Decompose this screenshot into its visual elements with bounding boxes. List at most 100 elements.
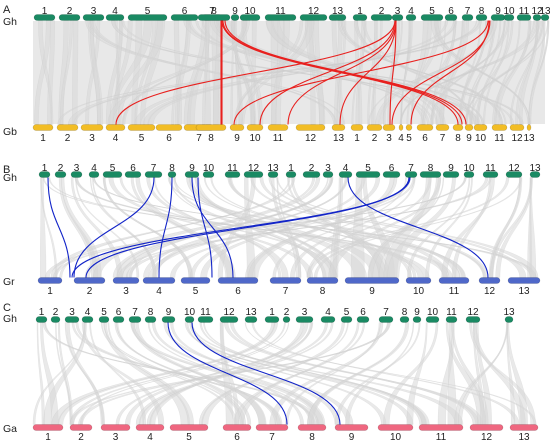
bottom-a-chromosome-label: 3 [89,133,95,144]
highlight-link [73,177,155,278]
synteny-ribbon [117,20,165,125]
top-b-chromosome-label: 1 [42,163,48,174]
top-c-chromosome-label: 3 [302,307,308,318]
top-c-chromosome-bar [81,316,94,323]
top-c-chromosome-label: 8 [402,307,408,318]
bottom-b-chromosome-label: 13 [518,286,530,297]
bottom-b-chromosome-bar [478,277,501,284]
top-a-chromosome-bar [58,14,81,21]
top-c-chromosome-label: 2 [284,307,290,318]
bottom-c-chromosome-label: 7 [269,432,275,443]
bottom-c-chromosome-bar [509,424,539,431]
top-c-chromosome-label: 4 [325,307,331,318]
bottom-a-chromosome-bar [56,124,79,131]
panel-letter-a: A [3,4,11,16]
top-a-chromosome-label: 10 [503,6,515,17]
bottom-a-chromosome-bar [366,124,383,131]
top-a-chromosome-label: 13 [539,6,550,17]
bottom-c-chromosome-label: 5 [186,432,192,443]
synteny-ribbon [406,20,442,125]
top-a-chromosome-label: 12 [531,6,543,17]
highlight-link [389,20,397,125]
top-b-chromosome-bar [70,171,83,178]
bottom-a-chromosome-label: 8 [455,133,461,144]
bottom-b-chromosome-bar [306,277,339,284]
top-c-chromosome-bar [64,316,80,323]
bottom-c-chromosome-label: 4 [147,432,153,443]
bottom-b-chromosome-bar [269,277,302,284]
synteny-ribbon [452,177,492,278]
top-b-chromosome-label: 9 [189,163,195,174]
top-b-chromosome-bar [202,171,215,178]
top-b-chromosome-bar [102,171,123,178]
highlight-link [85,177,410,278]
bottom-c-chromosome-bar [169,424,209,431]
top-a-chromosome-label: 13 [332,6,344,17]
top-c-chromosome-label: 11 [446,307,457,318]
top-c-chromosome-label: 11 [200,307,211,318]
bottom-a-chromosome-bar [398,124,404,131]
bottom-a-chromosome-label: 10 [475,133,487,144]
bottom-c-chromosome-label: 12 [481,432,493,443]
top-b-chromosome-bar [167,171,177,178]
top-b-chromosome-label: 4 [343,163,349,174]
top-c-chromosome-bar [264,316,280,323]
highlight-links-b [47,177,489,278]
top-chromosomes-b: 1 2 3 4 5 6 7 8 9 10 11 12 13 1 2 3 4 5 6 7 8 9 10 11 12 13 [38,163,541,178]
bottom-b-chromosome-label: 5 [193,286,199,297]
synteny-ribbon [170,177,416,278]
bottom-a-chromosome-bar [229,124,245,131]
bottom-c-chromosome-bar [297,424,327,431]
bottom-c-chromosome-label: 8 [309,432,315,443]
top-b-chromosome-bar [404,171,418,178]
top-b-chromosome-label: 4 [91,163,97,174]
top-b-chromosome-label: 7 [151,163,157,174]
top-a-chromosome-bar [264,14,297,21]
top-a-chromosome-label: 7 [209,6,215,17]
top-c-chromosome-label: 2 [53,307,59,318]
top-a-chromosome-bar [239,14,261,21]
top-b-chromosome-label: 12 [248,163,260,174]
bottom-c-chromosome-label: 1 [45,432,51,443]
top-c-chromosome-label: 4 [85,307,91,318]
panel-a: A Gh Gb 1 2 3 4 5 6 78 9 10 11 12 13 1 2 3 4 5 6 7 8 9 10 11 12… [3,4,550,144]
bottom-b-chromosome-label: 11 [449,286,460,297]
bottom-c-chromosome-bar [469,424,504,431]
bottom-a-chromosome-label: 1 [40,133,46,144]
bottom-a-chromosome-bar [473,124,488,131]
top-a-chromosome-label: 8 [211,6,217,17]
top-a-chromosome-label: 3 [395,6,401,17]
synteny-ribbon [153,177,282,278]
top-c-chromosome-label: 6 [360,307,366,318]
top-c-chromosome-bar [197,316,214,323]
top-b-chromosome-label: 11 [227,163,238,174]
top-b-chromosome-bar [338,171,353,178]
bottom-c-chromosome-label: 3 [113,432,119,443]
top-b-chromosome-label: 3 [74,163,80,174]
top-c-chromosome-bar [445,316,458,323]
top-a-chromosome-bar [391,14,404,21]
synteny-ribbon [314,20,324,125]
top-a-chromosome-bar [230,14,240,21]
top-b-chromosome-label: 8 [169,163,175,174]
bottom-b-chromosome-label: 4 [156,286,162,297]
top-b-chromosome-bar [529,171,541,178]
top-chromosomes-c: 1 2 3 4 5 6 7 8 9 10 11 12 13 1 2 3 4 5 6 7 8 9 10 11 12 13 [35,307,515,323]
top-a-chromosome-bar [82,14,105,21]
top-a-chromosome-bar [105,14,125,21]
bottom-b-chromosome-label: 1 [47,286,53,297]
top-b-chromosome-label: 6 [130,163,136,174]
bottom-a-chromosome-label: 7 [196,133,202,144]
top-a-chromosome-bar [127,14,168,21]
top-c-chromosome-bar [128,316,142,323]
top-b-chromosome-bar [419,171,442,178]
bottom-c-chromosome-bar [32,424,64,431]
bottom-a-chromosome-bar [246,124,264,131]
bottom-a-chromosome-bar [509,124,525,131]
bottom-a-chromosome-label: 12 [511,133,523,144]
top-b-chromosome-bar [355,171,381,178]
top-c-chromosome-label: 3 [69,307,75,318]
top-a-chromosome-label: 9 [495,6,501,17]
bottom-b-chromosome-bar [180,277,211,284]
